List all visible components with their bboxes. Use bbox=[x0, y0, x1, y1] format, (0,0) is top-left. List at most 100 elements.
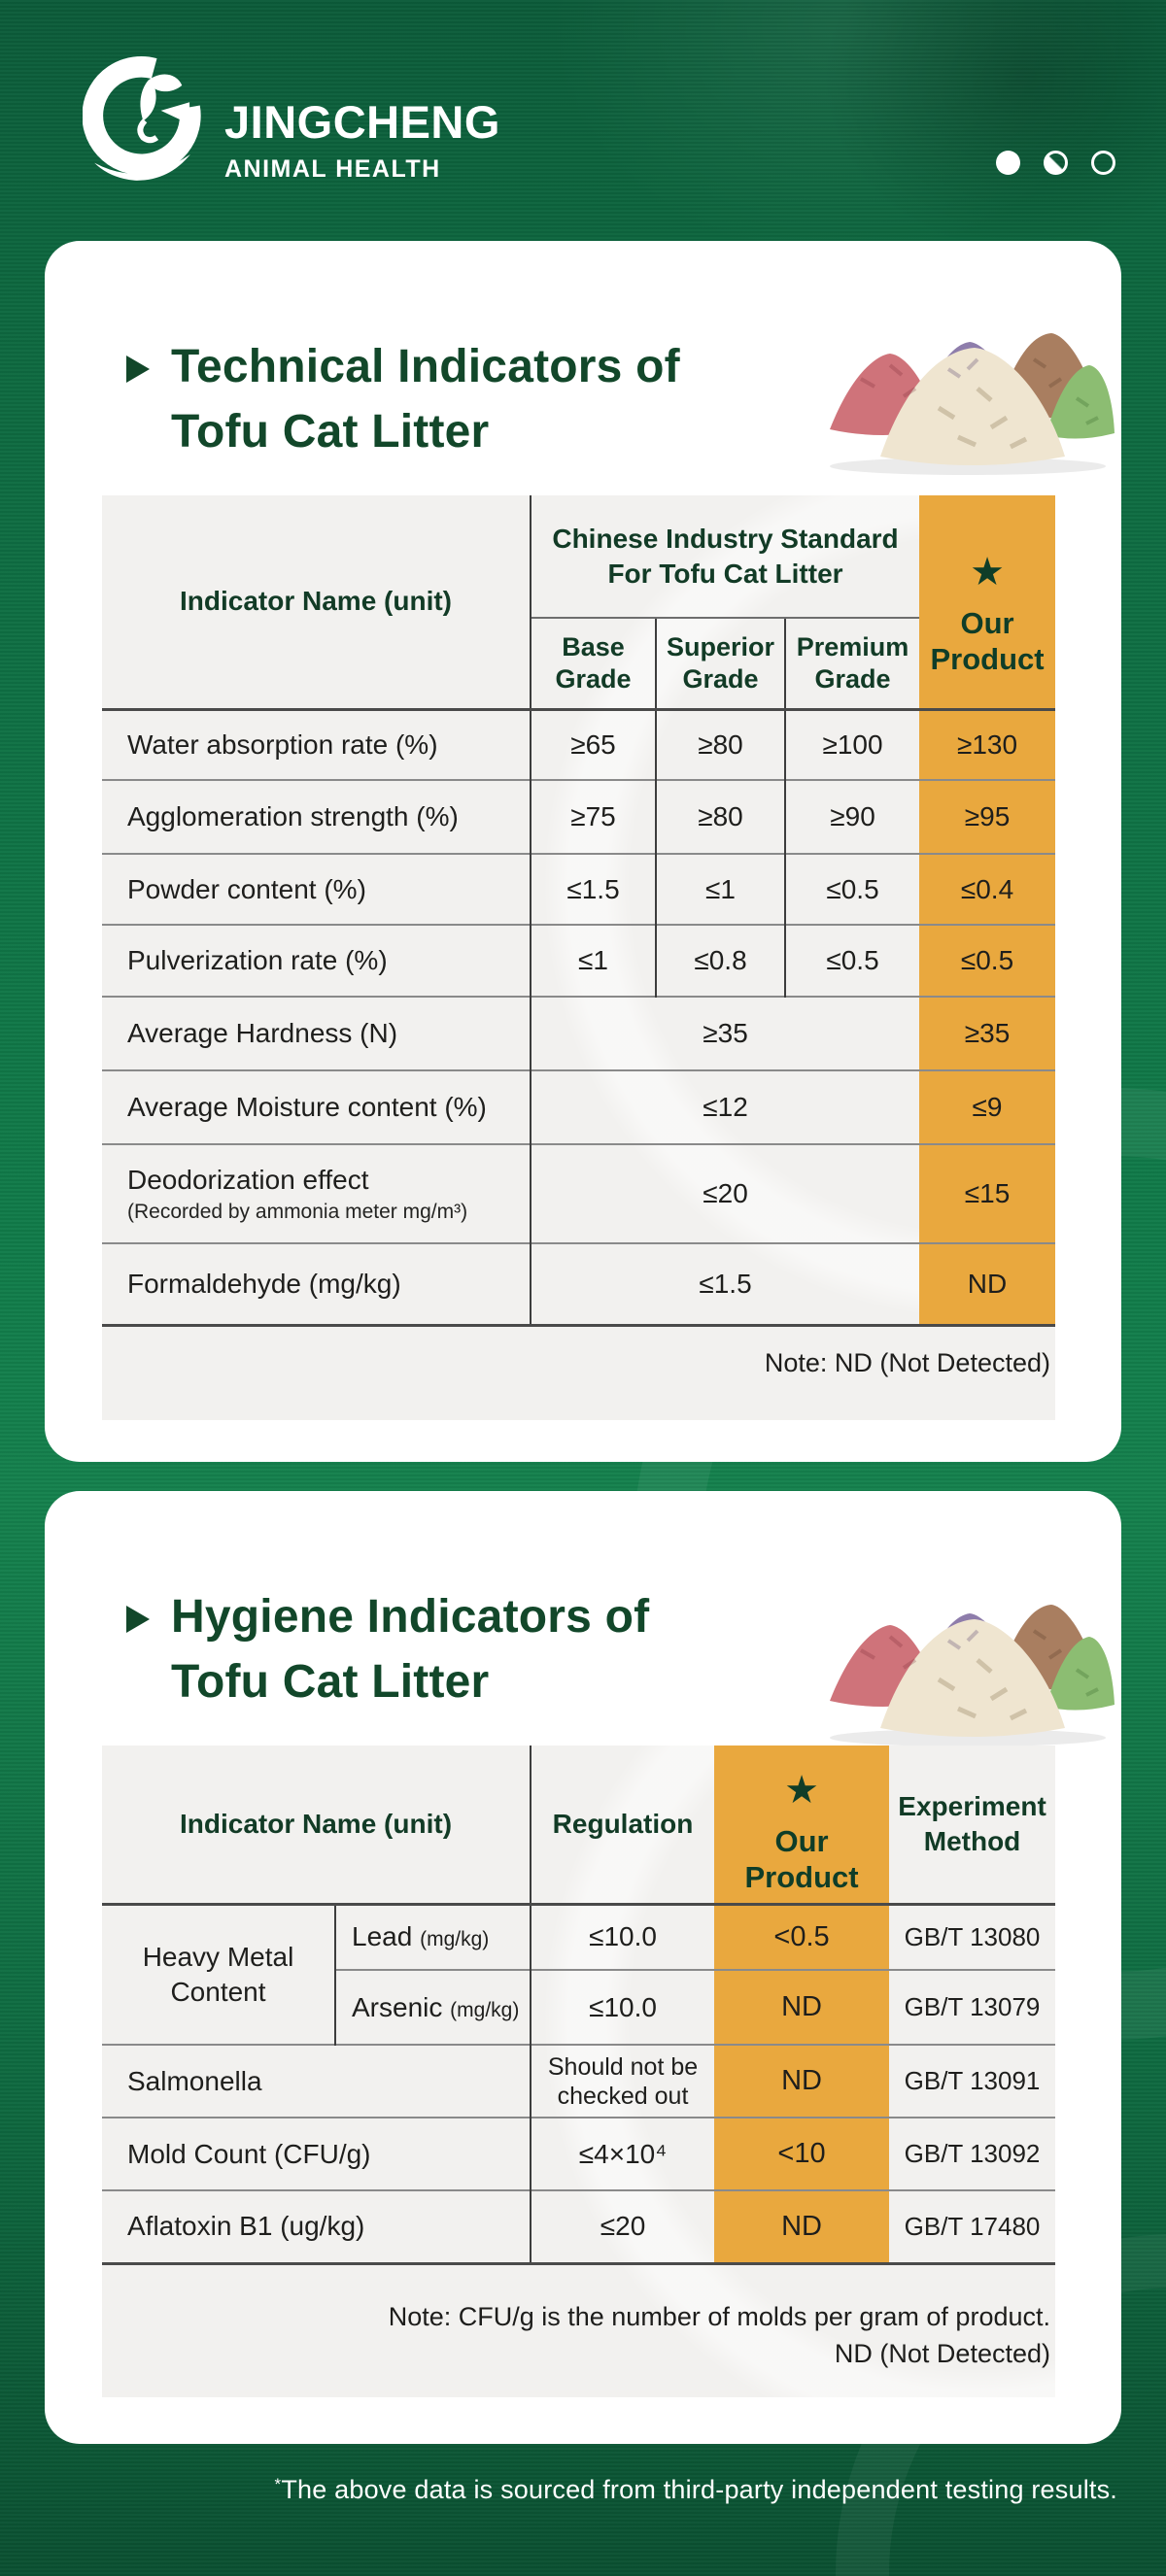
row-label: Pulverization rate (%) bbox=[102, 924, 532, 997]
hygiene-table-panel: Indicator Name (unit) Regulation ★ Our P… bbox=[102, 1746, 1056, 2397]
row-label: Powder content (%) bbox=[102, 853, 532, 925]
our-value-cell: ND bbox=[919, 1242, 1056, 1327]
method-cell: GB/T 13091 bbox=[889, 2044, 1056, 2118]
value-cell: ≥100 bbox=[785, 707, 920, 780]
col-header-superior-grade: Superior Grade bbox=[656, 618, 786, 709]
group-header-line-1: Chinese Industry Standard bbox=[552, 523, 899, 554]
value-cell: ≤1 bbox=[656, 853, 786, 925]
row-label: Salmonella bbox=[102, 2044, 532, 2118]
table-note: Note: ND (Not Detected) bbox=[764, 1347, 1050, 1377]
footnote-asterisk: * bbox=[274, 2475, 282, 2493]
table-row: Average Moisture content (%) ≤12 ≤9 bbox=[102, 1069, 1056, 1144]
footer-text: The above data is sourced from third-par… bbox=[281, 2475, 1117, 2504]
our-value-cell: ≤15 bbox=[919, 1143, 1056, 1243]
our-value-cell: ≤9 bbox=[919, 1069, 1056, 1144]
row-label: Average Moisture content (%) bbox=[102, 1069, 532, 1144]
regulation-cell: ≤10.0 bbox=[531, 1902, 715, 1970]
pagination-dot-outline[interactable] bbox=[1091, 151, 1115, 175]
our-value-cell: ≥95 bbox=[919, 779, 1056, 854]
method-cell: GB/T 13092 bbox=[889, 2117, 1056, 2190]
col-header-base-grade: Base Grade bbox=[531, 618, 657, 709]
value-cell: ≤1 bbox=[531, 924, 657, 997]
value-cell: ≥80 bbox=[656, 779, 786, 854]
row-label: Water absorption rate (%) bbox=[102, 707, 532, 780]
table-row: Average Hardness (N) ≥35 ≥35 bbox=[102, 996, 1056, 1070]
value-cell: ≤0.8 bbox=[656, 924, 786, 997]
value-cell: ≥80 bbox=[656, 707, 786, 780]
row-label: Agglomeration strength (%) bbox=[102, 779, 532, 854]
pagination-dot-filled[interactable] bbox=[996, 151, 1020, 175]
col-header-experiment-method: Experiment Method bbox=[898, 1790, 1046, 1856]
method-cell: GB/T 13079 bbox=[889, 1969, 1056, 2045]
merged-value-cell: ≤20 bbox=[531, 1143, 920, 1243]
merged-value-cell: ≥35 bbox=[531, 996, 920, 1070]
title-line-1: Technical Indicators of bbox=[171, 341, 680, 392]
table-row: Formaldehyde (mg/kg) ≤1.5 ND bbox=[102, 1242, 1056, 1327]
hygiene-indicators-card: Hygiene Indicators of Tofu Cat Litter In… bbox=[45, 1491, 1121, 2444]
regulation-cell: ≤20 bbox=[531, 2189, 715, 2265]
table-row: Pulverization rate (%) ≤1 ≤0.8 ≤0.5 ≤0.5 bbox=[102, 924, 1056, 997]
our-value-cell: ND bbox=[714, 1969, 890, 2045]
table-row: Water absorption rate (%) ≥65 ≥80 ≥100 ≥… bbox=[102, 707, 1056, 780]
col-header-indicator-name: Indicator Name (unit) bbox=[102, 495, 532, 709]
col-header-indicator-name: Indicator Name (unit) bbox=[102, 1746, 532, 1904]
row-label: Arsenic (mg/kg) bbox=[335, 1969, 532, 2045]
regulation-cell: ≤4×10⁴ bbox=[531, 2117, 715, 2190]
brand-name: JINGCHENG bbox=[224, 96, 500, 148]
pagination-dots bbox=[996, 151, 1115, 175]
table-row: Deodorization effect (Recorded by ammoni… bbox=[102, 1143, 1056, 1243]
row-label: Deodorization effect (Recorded by ammoni… bbox=[102, 1143, 532, 1243]
our-value-cell: ≥130 bbox=[919, 707, 1056, 780]
row-label: Average Hardness (N) bbox=[102, 996, 532, 1070]
triangle-bullet-icon bbox=[126, 1606, 150, 1633]
our-value-cell: ≤0.4 bbox=[919, 853, 1056, 925]
col-header-our-product: ★ Our Product bbox=[714, 1746, 890, 1904]
table-row: Salmonella Should not be checked out ND … bbox=[102, 2044, 1056, 2118]
value-cell: ≤0.5 bbox=[785, 853, 920, 925]
our-value-cell: ND bbox=[714, 2044, 890, 2118]
merged-value-cell: ≤1.5 bbox=[531, 1242, 920, 1327]
row-label-main: Lead bbox=[352, 1921, 413, 1952]
group-header-line-2: For Tofu Cat Litter bbox=[607, 558, 843, 589]
col-header-chinese-standard: Chinese Industry Standard For Tofu Cat L… bbox=[531, 495, 920, 619]
col-header-premium-grade: Premium Grade bbox=[796, 631, 909, 694]
value-cell: ≤1.5 bbox=[531, 853, 657, 925]
our-value-cell: ≤0.5 bbox=[919, 924, 1056, 997]
value-cell: ≥75 bbox=[531, 779, 657, 854]
tofu-litter-piles-image bbox=[830, 333, 1115, 475]
note-line-2: ND (Not Detected) bbox=[834, 2338, 1050, 2368]
title-line-2: Tofu Cat Litter bbox=[171, 406, 490, 458]
col-header-our-product: ★ Our Product bbox=[919, 495, 1056, 709]
our-product-label: Our Product bbox=[930, 606, 1045, 677]
table-row: Heavy Metal Content Lead (mg/kg) ≤10.0 <… bbox=[102, 1902, 1056, 2045]
brand-text: JINGCHENG ANIMAL HEALTH bbox=[224, 54, 500, 190]
row-label-unit: (mg/kg) bbox=[450, 1998, 520, 2021]
regulation-cell: ≤10.0 bbox=[531, 1969, 715, 2045]
footer-disclaimer: *The above data is sourced from third-pa… bbox=[275, 2475, 1118, 2505]
row-label: Mold Count (CFU/g) bbox=[102, 2117, 532, 2190]
method-cell: GB/T 17480 bbox=[889, 2189, 1056, 2265]
pagination-dot-half[interactable] bbox=[1044, 151, 1068, 175]
note-line-1: Note: CFU/g is the number of molds per g… bbox=[388, 2301, 1050, 2331]
row-group-label: Heavy Metal Content bbox=[102, 1902, 336, 2045]
title-line-2: Tofu Cat Litter bbox=[171, 1656, 490, 1708]
hygiene-title: Hygiene Indicators of Tofu Cat Litter bbox=[126, 1584, 649, 1714]
technical-indicators-card: Technical Indicators of Tofu Cat Litter … bbox=[45, 241, 1121, 1462]
jingcheng-logo-icon bbox=[83, 55, 201, 181]
table-row: Agglomeration strength (%) ≥75 ≥80 ≥90 ≥… bbox=[102, 779, 1056, 854]
our-value-cell: ND bbox=[714, 2189, 890, 2265]
our-value-cell: <0.5 bbox=[714, 1902, 890, 1970]
our-value-cell: <10 bbox=[714, 2117, 890, 2190]
row-label: Formaldehyde (mg/kg) bbox=[102, 1242, 532, 1327]
brand-subtitle: ANIMAL HEALTH bbox=[224, 155, 441, 183]
table-row: Arsenic (mg/kg) ≤10.0 ND GB/T 13079 bbox=[102, 1969, 1056, 2045]
merged-value-cell: ≤12 bbox=[531, 1069, 920, 1144]
regulation-cell: Should not be checked out bbox=[531, 2044, 715, 2118]
value-cell: ≥90 bbox=[785, 779, 920, 854]
table-row: Aflatoxin B1 (ug/kg) ≤20 ND GB/T 17480 bbox=[102, 2189, 1056, 2265]
row-label: Lead (mg/kg) bbox=[335, 1902, 532, 1970]
value-cell: ≤0.5 bbox=[785, 924, 920, 997]
technical-table-panel: Indicator Name (unit) Chinese Industry S… bbox=[102, 495, 1056, 1420]
row-label-sub: (Recorded by ammonia meter mg/m³) bbox=[127, 1200, 468, 1223]
